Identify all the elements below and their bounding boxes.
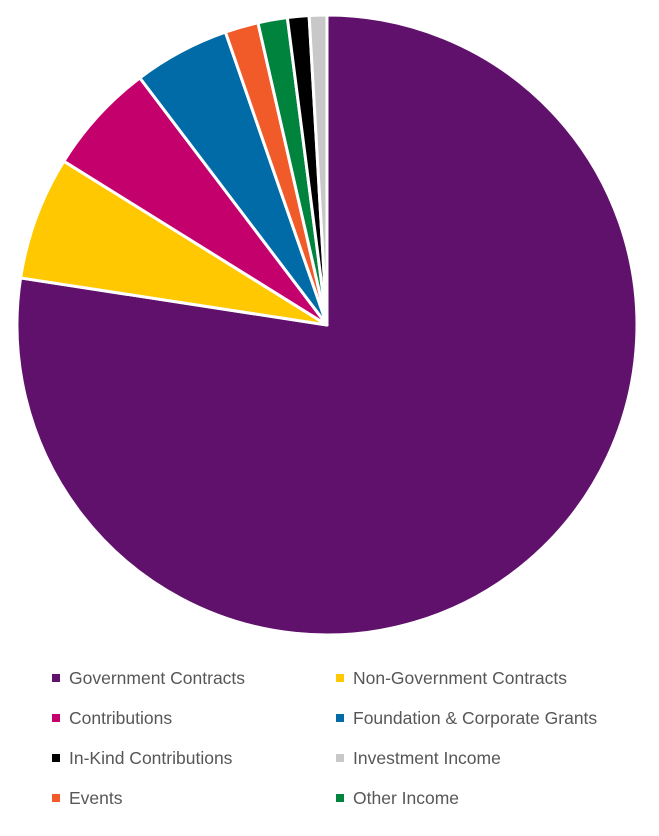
pie-chart (15, 13, 639, 637)
legend-swatch (52, 714, 60, 722)
chart-legend: Government Contracts Non-Government Cont… (52, 668, 652, 808)
legend-swatch (336, 674, 344, 682)
legend-swatch (336, 714, 344, 722)
legend-item-other-income: Other Income (336, 788, 636, 808)
pie-slice-non-government-contracts (19, 159, 329, 327)
legend-item-investment-income: Investment Income (336, 748, 636, 768)
legend-label: Events (69, 787, 123, 808)
legend-label: In-Kind Contributions (69, 747, 233, 768)
legend-swatch (52, 674, 60, 682)
legend-label: Other Income (353, 787, 460, 808)
legend-label: Government Contracts (69, 667, 246, 688)
pie-slice-investment-income (307, 13, 329, 327)
legend-swatch (52, 794, 60, 802)
legend-item-government-contracts: Government Contracts (52, 668, 336, 688)
legend-label: Contributions (69, 707, 173, 728)
legend-item-in-kind-contributions: In-Kind Contributions (52, 748, 336, 768)
pie-slice-government-contracts (15, 13, 639, 637)
legend-item-non-government-contracts: Non-Government Contracts (336, 668, 636, 688)
legend-label: Foundation & Corporate Grants (353, 707, 598, 728)
legend-swatch (336, 754, 344, 762)
pie-slices (15, 13, 639, 637)
legend-item-contributions: Contributions (52, 708, 336, 728)
legend-swatch (336, 794, 344, 802)
legend-label: Non-Government Contracts (353, 667, 567, 688)
legend-swatch (52, 754, 60, 762)
legend-label: Investment Income (353, 747, 501, 768)
legend-item-foundation-corporate-grants: Foundation & Corporate Grants (336, 708, 636, 728)
legend-item-events: Events (52, 788, 336, 808)
